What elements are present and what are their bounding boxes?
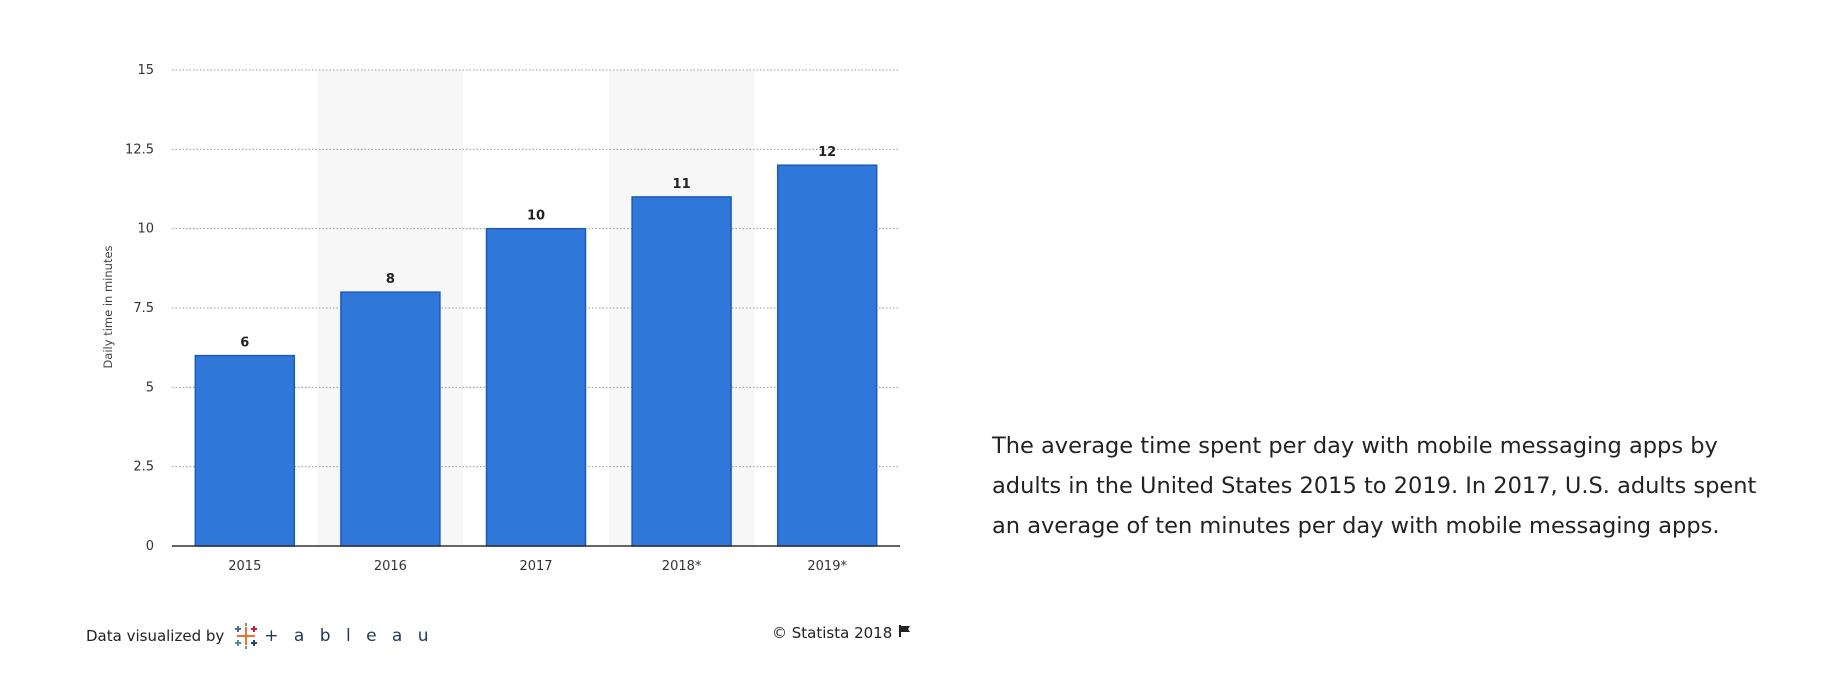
y-axis-ticks: 0 2.5 5 7.5 10 12.5 15 [125,63,154,554]
data-label: 8 [386,272,395,287]
y-tick-label: 10 [137,222,154,237]
y-tick-label: 12.5 [125,142,154,157]
chart-data-labels: 6 8 10 11 12 [240,145,836,350]
x-tick-label: 2019* [807,559,847,574]
data-label: 6 [240,336,249,351]
copyright-text: © Statista 2018 [772,624,893,642]
x-axis-labels: 2015 2016 2017 2018* 2019* [228,559,847,574]
bar [631,196,732,547]
bar [340,291,441,547]
tableau-plus-icon [235,623,258,649]
y-tick-label: 2.5 [133,460,154,475]
visualized-by-label: Data visualized by [86,627,225,645]
flag-icon[interactable] [898,624,912,642]
y-tick-label: 0 [146,539,154,554]
bar [194,354,296,547]
x-tick-label: 2015 [228,559,261,574]
chart-description: The average time spent per day with mobi… [992,433,1757,539]
x-tick-label: 2018* [662,559,702,574]
data-label: 11 [673,177,691,192]
statista-credit[interactable]: © Statista 2018 [772,624,912,642]
x-tick-label: 2017 [519,559,552,574]
y-tick-label: 5 [146,380,154,395]
data-label: 10 [527,209,545,224]
y-axis-label: Daily time in minutes [101,245,115,368]
bar [776,164,878,547]
y-tick-label: 7.5 [133,301,154,316]
tableau-credit[interactable]: Data visualized by + a b l e a u [86,622,434,650]
data-label: 12 [818,145,836,160]
tableau-logo[interactable]: + a b l e a u [232,622,433,650]
y-tick-label: 15 [137,63,154,78]
tableau-wordmark: + a b l e a u [264,626,434,646]
x-tick-label: 2016 [374,559,407,574]
bar [485,227,587,547]
